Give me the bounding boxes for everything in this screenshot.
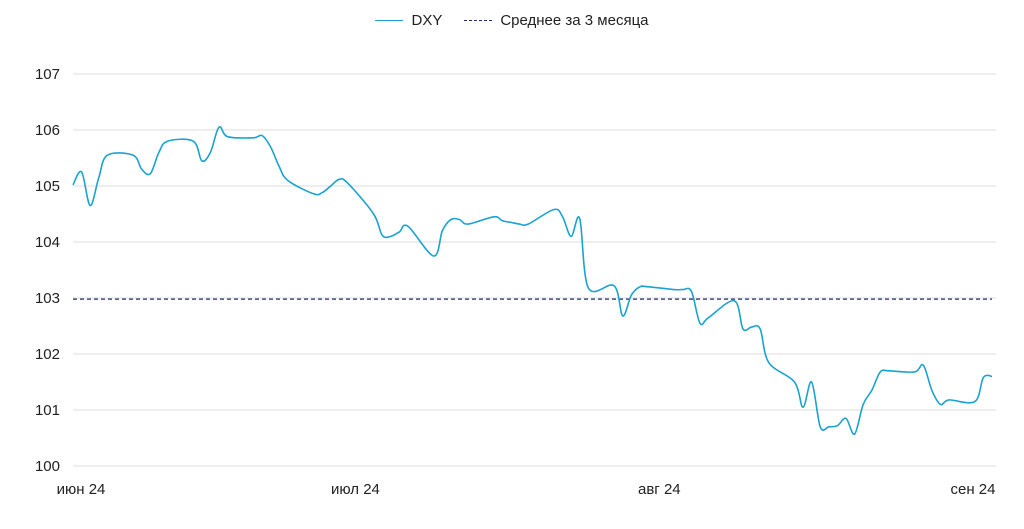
x-tick-label: июн 24 bbox=[57, 481, 106, 498]
y-tick-label: 100 bbox=[35, 458, 60, 475]
legend-label-average: Среднее за 3 месяца bbox=[500, 11, 649, 29]
x-tick-label: авг 24 bbox=[638, 481, 681, 498]
y-tick-label: 104 bbox=[35, 234, 60, 251]
chart-legend: DXY Среднее за 3 месяца bbox=[0, 8, 1024, 32]
legend-item-dxy: DXY bbox=[375, 12, 442, 29]
legend-label-dxy: DXY bbox=[411, 11, 443, 29]
y-tick-label: 105 bbox=[35, 178, 60, 195]
y-tick-label: 101 bbox=[35, 402, 60, 419]
legend-swatch-average bbox=[464, 19, 493, 21]
series-line-dxy bbox=[72, 125, 993, 435]
x-tick-label: июл 24 bbox=[331, 481, 380, 498]
x-tick-label: сен 24 bbox=[951, 481, 996, 498]
legend-item-average: Среднее за 3 месяца bbox=[464, 11, 649, 29]
x-axis-ticks: июн 24 июл 24 авг 24 сен 24 bbox=[57, 481, 996, 498]
gridlines bbox=[73, 73, 996, 467]
y-axis-ticks: 100 101 102 103 104 105 106 107 bbox=[35, 66, 60, 475]
y-tick-label: 102 bbox=[35, 346, 60, 363]
y-tick-label: 103 bbox=[35, 290, 60, 307]
y-tick-label: 107 bbox=[35, 66, 60, 83]
legend-swatch-dxy bbox=[375, 19, 404, 21]
y-tick-label: 106 bbox=[35, 122, 60, 139]
